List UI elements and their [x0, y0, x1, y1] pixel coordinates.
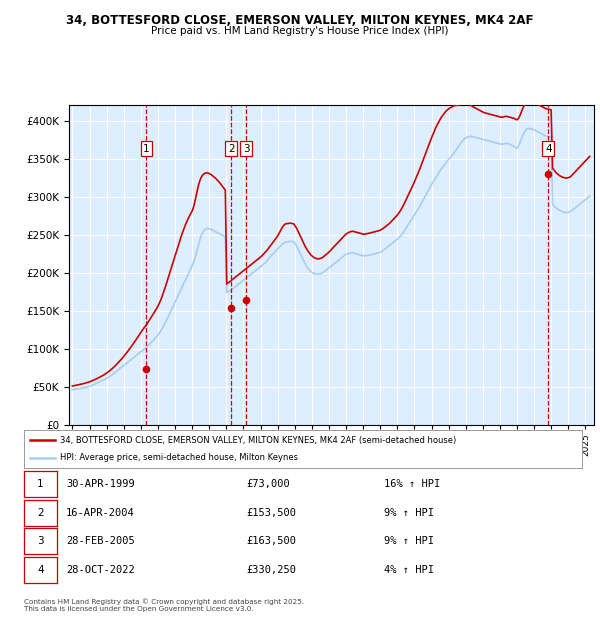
Text: 4: 4	[37, 565, 44, 575]
Text: 34, BOTTESFORD CLOSE, EMERSON VALLEY, MILTON KEYNES, MK4 2AF (semi-detached hous: 34, BOTTESFORD CLOSE, EMERSON VALLEY, MI…	[60, 435, 457, 445]
Text: 28-FEB-2005: 28-FEB-2005	[66, 536, 135, 546]
Text: 9% ↑ HPI: 9% ↑ HPI	[384, 536, 434, 546]
Text: £330,250: £330,250	[246, 565, 296, 575]
Text: 2: 2	[37, 508, 44, 518]
Text: 28-OCT-2022: 28-OCT-2022	[66, 565, 135, 575]
Text: 3: 3	[37, 536, 44, 546]
Text: Contains HM Land Registry data © Crown copyright and database right 2025.
This d: Contains HM Land Registry data © Crown c…	[24, 598, 304, 612]
Text: 1: 1	[37, 479, 44, 489]
Text: 2: 2	[228, 143, 235, 154]
Text: 34, BOTTESFORD CLOSE, EMERSON VALLEY, MILTON KEYNES, MK4 2AF: 34, BOTTESFORD CLOSE, EMERSON VALLEY, MI…	[66, 14, 534, 27]
Text: 3: 3	[243, 143, 250, 154]
Text: £73,000: £73,000	[246, 479, 290, 489]
Text: 16-APR-2004: 16-APR-2004	[66, 508, 135, 518]
Text: 9% ↑ HPI: 9% ↑ HPI	[384, 508, 434, 518]
Text: 1: 1	[143, 143, 150, 154]
Text: HPI: Average price, semi-detached house, Milton Keynes: HPI: Average price, semi-detached house,…	[60, 453, 298, 463]
Text: 30-APR-1999: 30-APR-1999	[66, 479, 135, 489]
Text: Price paid vs. HM Land Registry's House Price Index (HPI): Price paid vs. HM Land Registry's House …	[151, 26, 449, 36]
Text: £163,500: £163,500	[246, 536, 296, 546]
Text: 4: 4	[545, 143, 551, 154]
Text: £153,500: £153,500	[246, 508, 296, 518]
Text: 16% ↑ HPI: 16% ↑ HPI	[384, 479, 440, 489]
Text: 4% ↑ HPI: 4% ↑ HPI	[384, 565, 434, 575]
